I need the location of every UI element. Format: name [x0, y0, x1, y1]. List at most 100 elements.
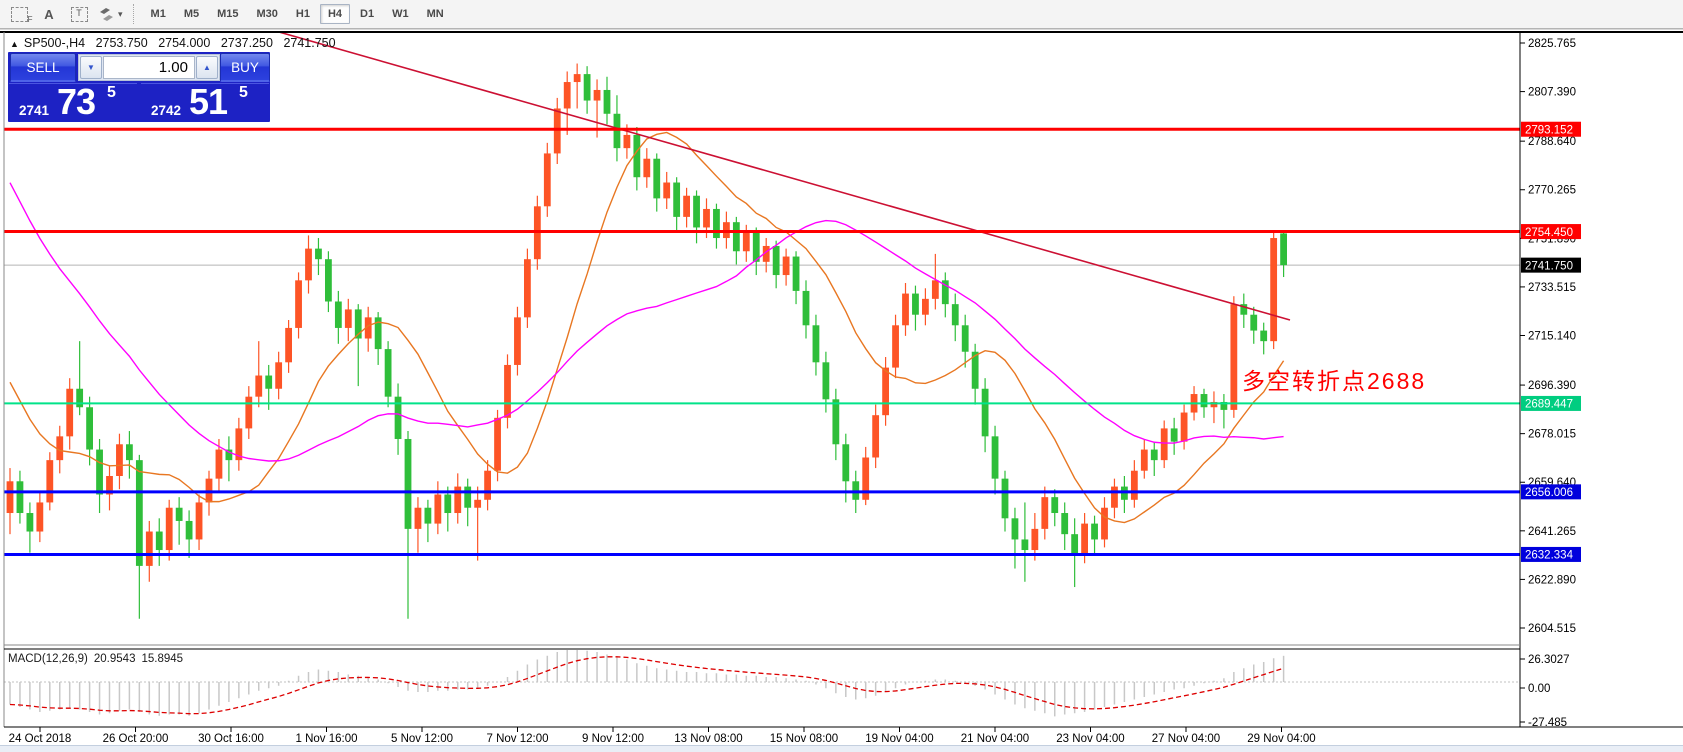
y-axis-tick-label: 2604.515: [1528, 623, 1576, 635]
x-axis-tick-label: 5 Nov 12:00: [391, 733, 453, 745]
volume-input[interactable]: [103, 56, 195, 79]
volume-decrease-button[interactable]: ▼: [80, 56, 102, 79]
candle-body: [1260, 330, 1268, 342]
symbol-timeframe-label: SP500-,H4: [23, 36, 86, 50]
macd-histogram: [9, 650, 1285, 717]
candle-body: [275, 362, 283, 389]
main-plot-area: [4, 32, 1520, 619]
candle-body: [305, 248, 312, 281]
candle-body: [374, 317, 382, 350]
candle-body: [713, 208, 720, 239]
axes: 2825.7652807.3902788.6402770.2652751.890…: [0, 28, 1683, 745]
candle-body: [1051, 497, 1059, 514]
candle-body: [334, 301, 342, 328]
candle-body: [344, 309, 352, 328]
candle-body: [593, 89, 601, 101]
candle-body: [464, 486, 472, 508]
candlestick-series: [6, 63, 1287, 619]
chart-symbol-header: ▲ SP500-,H4 2753.750 2754.000 2737.250 27…: [10, 36, 343, 50]
macd-axis-tick-label: 26.3027: [1528, 654, 1570, 666]
timeframe-h1-button[interactable]: H1: [295, 8, 310, 20]
text-tool-icon[interactable]: A: [44, 6, 54, 22]
x-axis-tick-label: 30 Oct 16:00: [198, 733, 264, 745]
macd-indicator-label: MACD(12,26,9) 20.9543 15.8945: [8, 653, 189, 665]
sell-price-pip: 5: [107, 84, 116, 101]
candle-body: [872, 415, 880, 458]
candle-body: [922, 298, 929, 315]
timeframe-m30-button[interactable]: M30: [256, 8, 278, 20]
candle-body: [951, 304, 959, 326]
buy-price-pip: 5: [239, 84, 248, 101]
candle-body: [643, 158, 651, 178]
timeframe-h4-button[interactable]: H4: [319, 4, 351, 24]
x-axis-tick-label: 29 Nov 04:00: [1247, 733, 1315, 745]
sell-price-display[interactable]: 2741 73 5: [9, 81, 137, 122]
candle-body: [1170, 428, 1178, 442]
candle-body: [673, 182, 681, 217]
candle-body: [802, 290, 810, 326]
candle-body: [603, 89, 611, 114]
x-axis-tick-label: 15 Nov 08:00: [770, 733, 838, 745]
axis-price-badge: [1521, 121, 1581, 137]
x-axis-tick-label: 24 Oct 2018: [9, 733, 72, 745]
textbox-tool-icon[interactable]: T: [68, 3, 90, 25]
candle-body: [504, 364, 511, 418]
x-axis-tick-label: 7 Nov 12:00: [486, 733, 548, 745]
timeframe-m1-button[interactable]: M1: [150, 8, 166, 20]
candle-body: [862, 457, 870, 500]
candle-body: [16, 481, 24, 514]
axis-price-badge-label: 2793.152: [1525, 124, 1573, 136]
collapse-arrow-icon[interactable]: ▲: [10, 39, 19, 49]
axis-price-badge: [1521, 257, 1581, 273]
y-axis-tick-label: 2678.015: [1528, 429, 1576, 441]
candle-body: [832, 399, 840, 445]
candle-body: [354, 309, 362, 339]
timeframe-d1-button[interactable]: D1: [360, 8, 375, 20]
dashed-frame-icon: F: [10, 6, 33, 24]
timeframe-m5-button[interactable]: M5: [183, 8, 200, 20]
y-axis-tick-label: 2641.265: [1528, 526, 1576, 538]
axis-price-badge-label: 2741.750: [1525, 260, 1573, 272]
macd-main-value: 20.9543: [93, 653, 136, 665]
candle-body: [1250, 314, 1258, 331]
textbox-frame-icon: T: [70, 6, 88, 22]
candle-body: [842, 444, 850, 482]
macd-axis-tick-label: -27.485: [1528, 717, 1567, 729]
x-axis-tick-label: 9 Nov 12:00: [582, 733, 644, 745]
candle-body: [235, 428, 243, 461]
candle-body: [902, 293, 909, 326]
candle-body: [703, 208, 710, 228]
candle-body: [1270, 238, 1278, 342]
y-axis-tick-label: 2696.390: [1528, 380, 1576, 392]
candle-body: [295, 280, 302, 328]
chart-frame-tool-icon[interactable]: F: [8, 3, 33, 25]
candle-body: [693, 195, 700, 228]
x-axis-tick-label: 26 Oct 20:00: [103, 733, 169, 745]
shapes-tool-icon[interactable]: ▾: [98, 3, 123, 25]
x-axis-tick-label: 27 Nov 04:00: [1152, 733, 1220, 745]
timeframe-m15-button[interactable]: M15: [217, 8, 239, 20]
candle-body: [225, 449, 233, 461]
buy-price-display[interactable]: 2742 51 5: [141, 81, 269, 122]
buy-button[interactable]: BUY: [220, 53, 270, 82]
candle-body: [96, 449, 103, 495]
timeframe-mn-button[interactable]: MN: [426, 8, 444, 20]
candle-body: [255, 375, 263, 397]
volume-increase-button[interactable]: ▲: [196, 56, 218, 79]
candle-body: [444, 494, 452, 514]
candle-body: [474, 499, 482, 508]
x-axis-tick-label: 23 Nov 04:00: [1056, 733, 1124, 745]
trade-panel-top-row: SELL ▼ ▲ BUY: [8, 52, 270, 82]
timeframe-w1-button[interactable]: W1: [392, 8, 409, 20]
candle-body: [56, 436, 64, 461]
sell-price-main: 2741: [19, 103, 50, 118]
candle-body: [782, 256, 790, 276]
x-axis-tick-label: 19 Nov 04:00: [865, 733, 933, 745]
candle-body: [573, 74, 581, 83]
candle-body: [484, 470, 491, 500]
candle-body: [931, 280, 939, 299]
sell-button[interactable]: SELL: [10, 53, 76, 82]
candle-body: [792, 256, 800, 291]
